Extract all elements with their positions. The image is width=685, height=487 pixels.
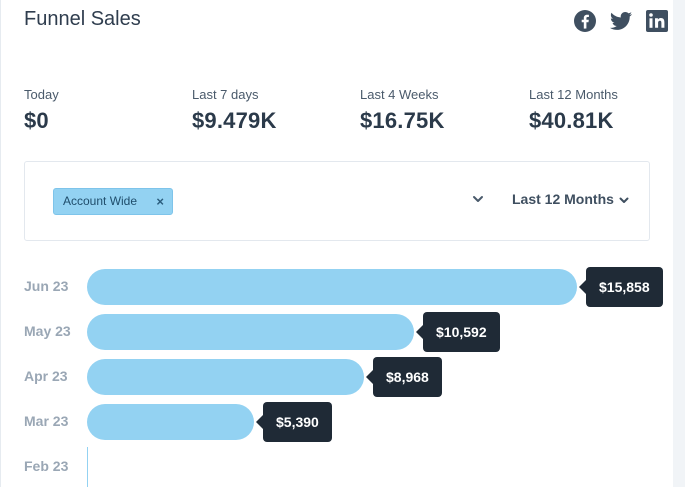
bar[interactable] [87,447,88,487]
stat-label: Last 12 Months [529,87,618,102]
bar-value-label: $5,390 [256,402,332,442]
bar[interactable] [87,269,577,305]
bar-category-label: Mar 23 [24,413,69,429]
chevron-down-icon [619,197,629,204]
period-label: Last 12 Months [512,191,614,207]
bar-category-label: May 23 [24,323,71,339]
stat-value: $9.479K [192,108,277,133]
bar[interactable] [87,314,414,350]
filter-panel: Account Wide × Last 12 Months [24,161,650,241]
linkedin-icon[interactable] [645,9,669,33]
bar-value-label: $8,968 [366,357,442,397]
facebook-icon[interactable] [573,9,597,33]
stat-last-4-weeks: Last 4 Weeks $16.75K [360,87,445,134]
stat-today: Today $0 [24,87,59,134]
stat-value: $16.75K [360,108,445,133]
bar-value-label: $15,858 [579,267,663,307]
stat-label: Last 4 Weeks [360,87,439,102]
stat-label: Today [24,87,59,102]
chip-label: Account Wide [63,194,138,208]
period-dropdown[interactable]: Last 12 Months [512,191,630,207]
bar-value-label: $10,592 [416,312,500,352]
card-title: Funnel Sales [24,8,141,30]
bar-category-label: Jun 23 [24,278,69,294]
stat-last-12-months: Last 12 Months $40.81K [529,87,618,134]
stat-value: $40.81K [529,108,614,133]
bar[interactable] [87,404,254,440]
twitter-icon[interactable] [609,9,633,33]
chevron-down-icon[interactable] [471,192,485,206]
bar-category-label: Apr 23 [24,368,68,384]
bar[interactable] [87,359,364,395]
scrollbar-track[interactable] [673,0,685,487]
chip-remove-icon[interactable]: × [156,194,164,209]
bar-category-label: Feb 23 [24,458,69,474]
stat-last-7-days: Last 7 days $9.479K [192,87,277,134]
account-filter-chip[interactable]: Account Wide × [53,188,173,215]
sales-bar-chart: Jun 23 $15,858 May 23 $10,592 Apr 23 $8,968 Ma… [1,262,674,487]
stat-value: $0 [24,108,49,133]
stat-label: Last 7 days [192,87,259,102]
